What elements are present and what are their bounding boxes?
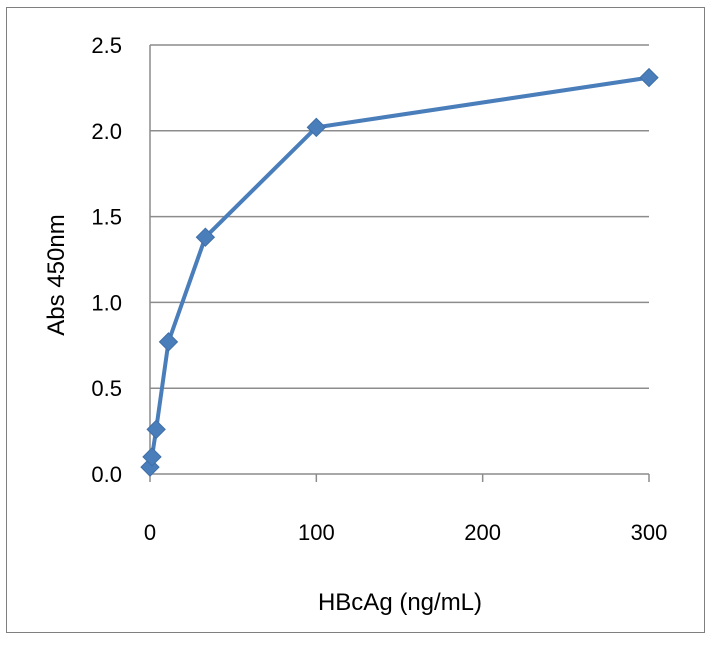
chart-frame [6,7,705,633]
data-point-marker [158,332,179,352]
x-axis-title: HBcAg (ng/mL) [318,589,482,616]
axis-layer [149,45,650,482]
x-tick-label: 300 [631,520,668,545]
data-point-marker [146,419,166,440]
data-point-marker [142,447,162,467]
label-layer: 0.0 0.5 1.0 1.5 2.0 2.5 0 100 200 300 [91,33,667,545]
data-point-marker [195,227,216,247]
y-axis-title: Abs 450nm [43,214,70,335]
data-point-marker [639,67,659,88]
y-tick-label: 1.0 [91,290,122,315]
x-tick-label: 100 [298,520,335,545]
grid-layer [150,44,649,389]
x-tick-label: 0 [144,520,156,545]
data-point-marker [306,117,327,138]
y-tick-label: 2.5 [91,33,122,58]
x-tick-label: 200 [464,520,501,545]
y-tick-label: 2.0 [91,119,122,144]
series-layer [140,67,659,477]
y-tick-label: 0.5 [91,376,122,401]
y-tick-label: 1.5 [91,205,122,230]
y-tick-label: 0.0 [91,462,122,487]
series-line [148,75,650,468]
